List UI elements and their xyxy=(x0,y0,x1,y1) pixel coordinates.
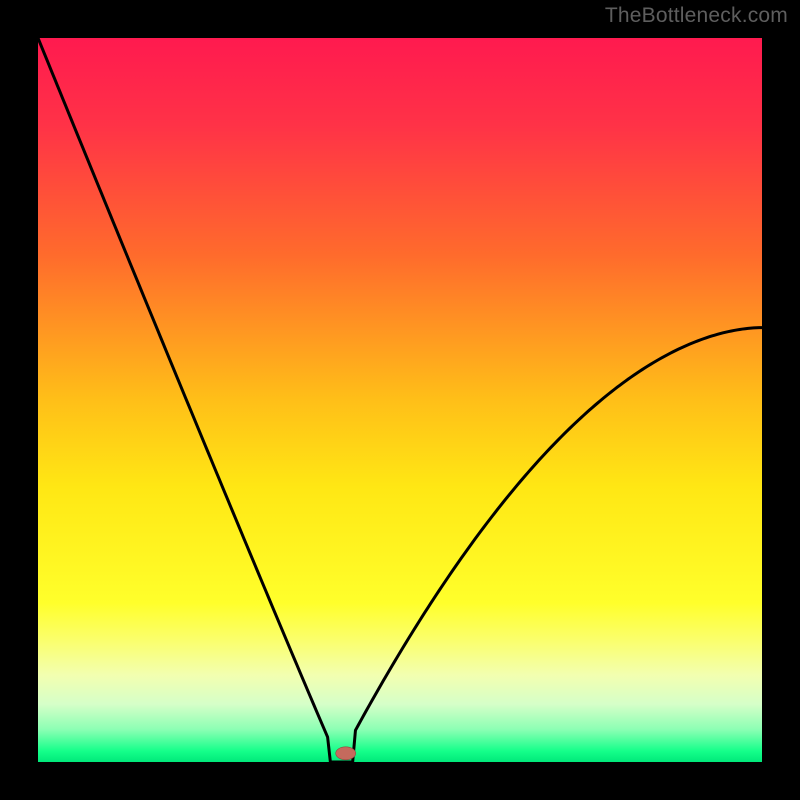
optimal-point-marker xyxy=(336,747,356,760)
watermark-text: TheBottleneck.com xyxy=(605,4,788,28)
chart-frame: TheBottleneck.com xyxy=(0,0,800,800)
bottleneck-curve-chart xyxy=(0,0,800,800)
